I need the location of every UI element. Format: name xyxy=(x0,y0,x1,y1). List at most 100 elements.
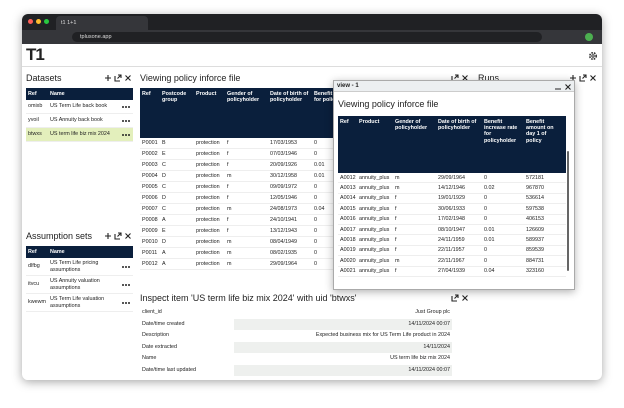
table-cell: 22/11/1967 xyxy=(438,257,465,264)
close-dot[interactable] xyxy=(28,19,33,24)
column-header: Name xyxy=(50,249,65,255)
table-cell: dlfbg xyxy=(28,263,40,270)
table-cell: 20/09/1926 xyxy=(270,161,297,168)
dot xyxy=(125,265,127,268)
table-row: A0021 annuity_plus f 27/04/1939 0.04 323160 xyxy=(338,266,566,277)
url[interactable]: tplusone.app xyxy=(72,32,542,42)
table-cell: m xyxy=(227,260,232,267)
table-cell: 30/12/1958 xyxy=(270,172,297,179)
table-cell: E xyxy=(162,150,166,157)
min-icon[interactable] xyxy=(554,83,562,91)
inspect-key: Date/time last updated xyxy=(142,366,196,373)
table-cell: protection xyxy=(196,249,220,256)
table-cell: 0 xyxy=(484,216,487,223)
table-cell: 0.01 xyxy=(314,161,325,168)
table-header: Ref Name xyxy=(26,246,133,258)
close-icon[interactable] xyxy=(461,74,469,82)
table-cell: protection xyxy=(196,183,220,190)
icon-stroke xyxy=(125,233,131,239)
table-cell: protection xyxy=(196,260,220,267)
inspect-key: client_id xyxy=(142,309,162,316)
browser-window: t1 1+1 tplusone.app T1 Datasets Ref Name om… xyxy=(22,14,602,380)
table-cell: protection xyxy=(196,139,220,146)
table-cell: annuity_plus xyxy=(359,268,390,275)
table-cell: US Term Life pricing assumptions xyxy=(50,260,99,273)
table-cell: A0019 xyxy=(340,247,356,254)
table-cell: US term life biz mix 2024 xyxy=(50,131,110,138)
table-cell: P0001 xyxy=(142,139,158,146)
table-cell: US Term Life valuation assumptions xyxy=(50,296,105,309)
table-cell: m xyxy=(395,184,400,191)
table-cell: P0004 xyxy=(142,172,158,179)
table-cell: P0010 xyxy=(142,238,158,245)
icon-stroke xyxy=(125,75,131,81)
table-cell: m xyxy=(227,172,232,179)
logo[interactable]: T1 xyxy=(26,45,45,64)
table-cell: protection xyxy=(196,238,220,245)
settings-icon[interactable] xyxy=(588,51,598,61)
close-icon[interactable] xyxy=(124,74,132,82)
table-cell: D xyxy=(162,194,166,201)
inspect-key: Date extracted xyxy=(142,343,178,350)
row-menu[interactable] xyxy=(119,133,133,136)
table-cell: 589937 xyxy=(526,236,544,243)
inspect-row: Description Expected business mix for US … xyxy=(140,330,452,341)
row-menu[interactable] xyxy=(119,301,133,304)
row-menu[interactable] xyxy=(119,119,133,122)
tab[interactable]: t1 1+1 xyxy=(56,16,148,30)
plus-icon[interactable] xyxy=(104,74,112,82)
table-cell: D xyxy=(162,172,166,179)
row-menu[interactable] xyxy=(119,105,133,108)
table-row: A0016 annuity_plus f 17/02/1948 0 406153 xyxy=(338,214,566,225)
table-cell: protection xyxy=(196,216,220,223)
pop-icon[interactable] xyxy=(579,74,587,82)
inspect-key: Name xyxy=(142,355,157,362)
profile[interactable] xyxy=(585,33,593,41)
column-header: Gender of policyholder xyxy=(227,91,260,104)
table-cell: 0 xyxy=(484,205,487,212)
table-row: btwxs US term life biz mix 2024 xyxy=(26,128,133,142)
max-dot[interactable] xyxy=(44,19,49,24)
pop-icon[interactable] xyxy=(114,232,122,240)
min-dot[interactable] xyxy=(36,19,41,24)
close-icon[interactable] xyxy=(589,74,597,82)
table-cell: 0 xyxy=(314,227,317,234)
tab-bar: t1 1+1 xyxy=(22,14,602,30)
dot xyxy=(125,301,127,304)
table-cell: 0.02 xyxy=(484,184,495,191)
table-cell: US Annuity back book xyxy=(50,117,103,124)
table-cell: P0007 xyxy=(142,205,158,212)
column-header: Ref xyxy=(340,119,349,125)
table-cell: m xyxy=(395,257,400,264)
dot xyxy=(128,283,130,286)
close-icon[interactable] xyxy=(564,83,572,91)
table-cell: protection xyxy=(196,194,220,201)
table-cell: protection xyxy=(196,172,220,179)
pop-icon[interactable] xyxy=(451,294,459,302)
table-row: A0012 annuity_plus m 29/09/1964 0 572181 xyxy=(338,173,566,184)
table-cell: A0012 xyxy=(340,174,356,181)
close-icon[interactable] xyxy=(124,232,132,240)
table-cell: 29/09/1964 xyxy=(270,260,297,267)
table-cell: 27/04/1939 xyxy=(438,268,465,275)
row-menu[interactable] xyxy=(119,283,133,286)
window-titlebar xyxy=(334,81,574,92)
icon-stroke xyxy=(590,75,596,81)
table-cell: protection xyxy=(196,227,220,234)
icon-stroke xyxy=(105,233,111,239)
inspect-value: US term life biz mix 2024 xyxy=(234,353,452,364)
table-cell: 0.04 xyxy=(314,205,325,212)
table-cell: btwxs xyxy=(28,131,42,138)
pop-icon[interactable] xyxy=(114,74,122,82)
table-cell: f xyxy=(395,268,397,275)
row-menu[interactable] xyxy=(119,265,133,268)
plus-icon[interactable] xyxy=(104,232,112,240)
table-cell: omixb xyxy=(28,103,43,110)
table-cell: 0 xyxy=(484,247,487,254)
close-icon[interactable] xyxy=(461,294,469,302)
table-cell: 0 xyxy=(484,195,487,202)
